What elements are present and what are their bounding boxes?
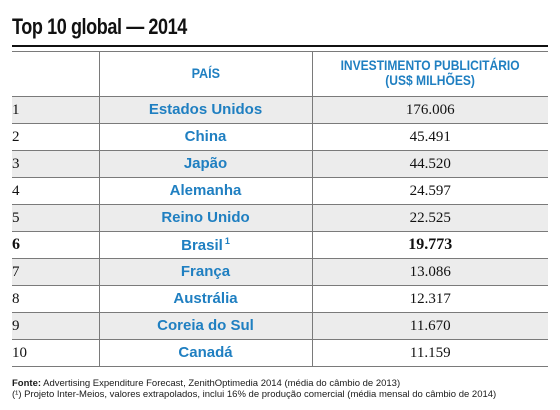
country-cell: China — [98, 123, 312, 151]
table-row: 8 Austrália 12.317 — [12, 285, 548, 313]
header-investment-line1: INVESTIMENTO PUBLICITÁRIO — [340, 57, 520, 73]
rank-cell: 9 — [12, 312, 99, 340]
country-name: Canadá — [178, 344, 233, 361]
table-row: 5 Reino Unido 22.525 — [12, 204, 548, 232]
table-header-row: PAÍS INVESTIMENTO PUBLICITÁRIO (US$ MILH… — [12, 51, 548, 97]
rank-cell: 8 — [12, 285, 99, 313]
header-investment: INVESTIMENTO PUBLICITÁRIO (US$ MILHÕES) — [311, 51, 548, 97]
country-name-text: Brasil — [181, 236, 223, 254]
rank-cell: 6 — [12, 231, 99, 259]
header-country-label: PAÍS — [191, 65, 220, 81]
title-underline — [12, 45, 548, 47]
table-row: 4 Alemanha 24.597 — [12, 177, 548, 205]
value-cell: 19.773 — [311, 231, 548, 259]
country-name: Coreia do Sul — [157, 317, 254, 334]
value-cell: 11.670 — [311, 312, 548, 340]
header-investment-label: INVESTIMENTO PUBLICITÁRIO (US$ MILHÕES) — [341, 58, 520, 88]
ranking-table: PAÍS INVESTIMENTO PUBLICITÁRIO (US$ MILH… — [12, 51, 548, 367]
rank-cell: 7 — [12, 258, 99, 286]
country-name: Alemanha — [169, 182, 242, 199]
value-cell: 24.597 — [311, 177, 548, 205]
rank-cell: 1 — [12, 96, 99, 124]
country-cell: Austrália — [98, 285, 312, 313]
country-name: França — [180, 263, 231, 280]
footnote-marker: 1 — [224, 235, 230, 246]
value-cell: 13.086 — [311, 258, 548, 286]
value-cell: 44.520 — [311, 150, 548, 178]
country-name: Brasil 1 — [181, 236, 230, 254]
value-cell: 22.525 — [311, 204, 548, 232]
title-block: Top 10 global — 2014 — [12, 14, 548, 47]
rank-cell: 5 — [12, 204, 99, 232]
country-cell: Canadá — [98, 339, 312, 367]
page-title: Top 10 global — 2014 — [12, 14, 187, 39]
source-label: Fonte: — [12, 378, 42, 389]
country-name: Austrália — [173, 290, 238, 307]
rank-cell: 2 — [12, 123, 99, 151]
header-country: PAÍS — [98, 51, 312, 97]
table-row: 1 Estados Unidos 176.006 — [12, 96, 548, 124]
rank-cell: 4 — [12, 177, 99, 205]
value-cell: 11.159 — [311, 339, 548, 367]
table-row: 7 França 13.086 — [12, 258, 548, 286]
table-row: 10 Canadá 11.159 — [12, 339, 548, 367]
table-row: 9 Coreia do Sul 11.670 — [12, 312, 548, 340]
footnote-text: (¹) Projeto Inter-Meios, valores extrapo… — [12, 389, 497, 400]
table-row: 3 Japão 44.520 — [12, 150, 548, 178]
footnotes: Fonte: Advertising Expenditure Forecast,… — [12, 378, 552, 400]
rank-cell: 10 — [12, 339, 99, 367]
value-cell: 45.491 — [311, 123, 548, 151]
country-cell: Brasil 1 — [98, 231, 312, 259]
value-cell: 12.317 — [311, 285, 548, 313]
header-rank — [12, 51, 99, 97]
country-name: Japão — [183, 155, 228, 172]
country-cell: Japão — [98, 150, 312, 178]
country-cell: França — [98, 258, 312, 286]
source-note: Fonte: Advertising Expenditure Forecast,… — [12, 378, 552, 389]
source-text: Advertising Expenditure Forecast, Zenith… — [41, 378, 401, 389]
value-cell: 176.006 — [311, 96, 548, 124]
rank-cell: 3 — [12, 150, 99, 178]
country-cell: Coreia do Sul — [98, 312, 312, 340]
country-cell: Estados Unidos — [98, 96, 312, 124]
table-row: 2 China 45.491 — [12, 123, 548, 151]
country-name: Reino Unido — [161, 209, 250, 226]
country-name: China — [184, 128, 227, 145]
table-row-highlighted: 6 Brasil 1 19.773 — [12, 231, 548, 259]
country-cell: Alemanha — [98, 177, 312, 205]
header-investment-line2: (US$ MILHÕES) — [385, 72, 476, 88]
country-cell: Reino Unido — [98, 204, 312, 232]
country-name: Estados Unidos — [148, 101, 263, 118]
